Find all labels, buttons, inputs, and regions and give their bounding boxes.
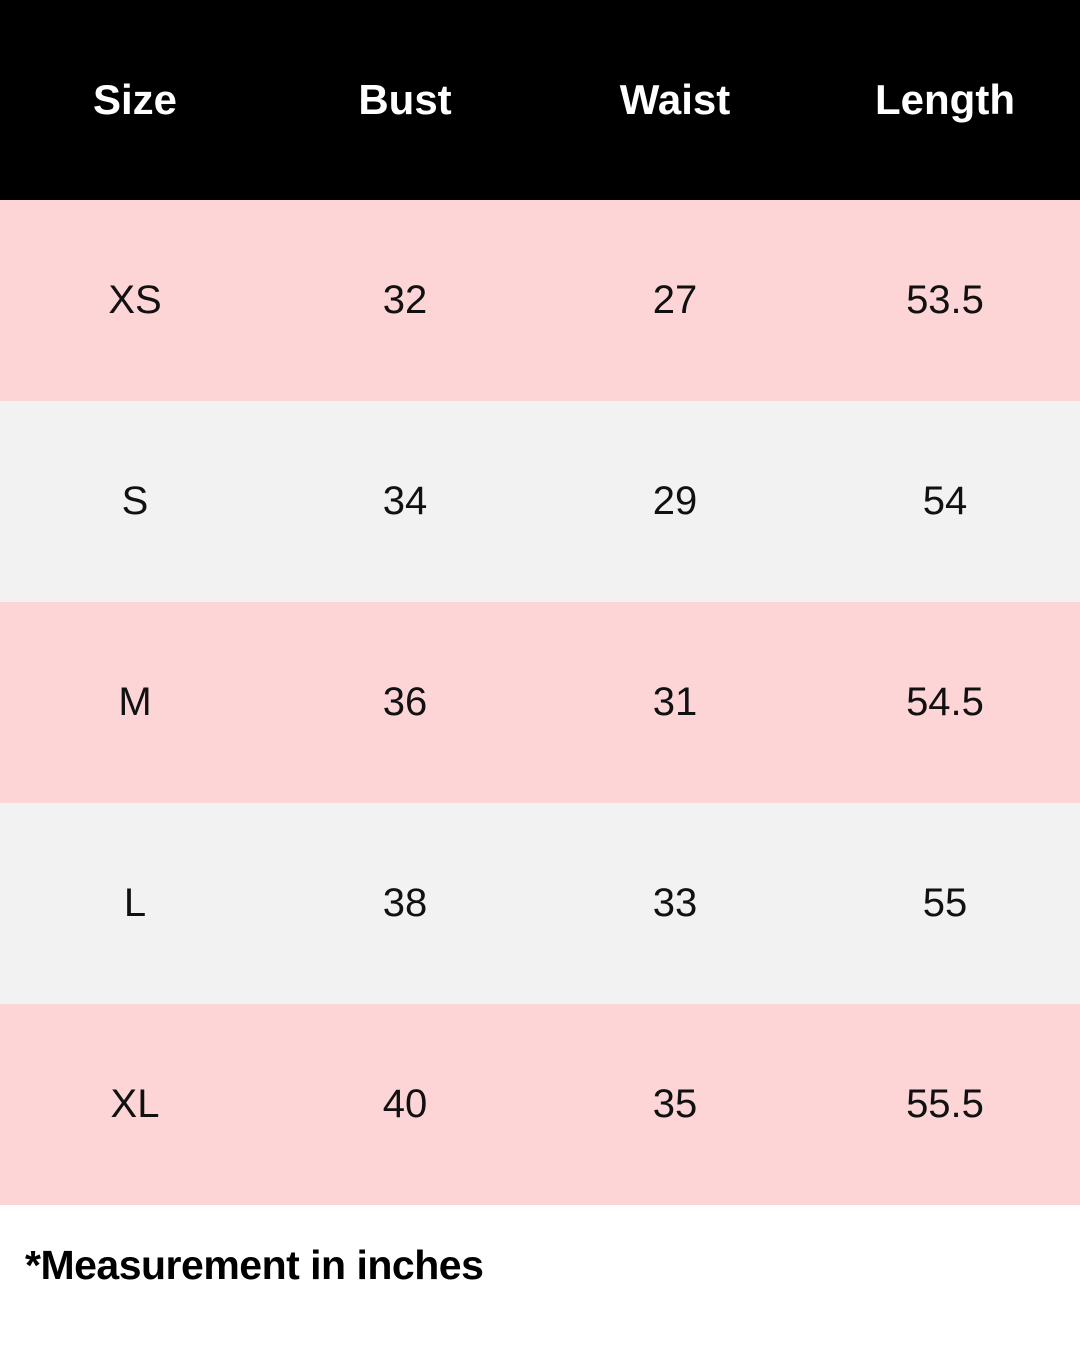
cell-length: 55.5 — [906, 1082, 984, 1126]
table-row: L 38 33 55 — [0, 803, 1080, 1004]
cell-length: 53.5 — [906, 278, 984, 322]
measurement-footnote: *Measurement in inches — [25, 1242, 484, 1288]
cell-bust: 34 — [382, 479, 428, 523]
cell-size: XL — [110, 1082, 160, 1126]
column-header-size: Size — [92, 76, 178, 123]
table-header: Size Bust Waist Length — [0, 0, 1080, 200]
size-chart-table: Size Bust Waist Length XS 32 27 53.5 S 3… — [0, 0, 1080, 1205]
cell-size: XS — [108, 278, 162, 322]
column-header-waist: Waist — [619, 76, 731, 123]
cell-length: 54 — [922, 479, 968, 523]
cell-waist: 35 — [652, 1082, 698, 1126]
cell-size: L — [123, 881, 147, 925]
column-header-bust: Bust — [358, 76, 452, 123]
table-row: S 34 29 54 — [0, 401, 1080, 602]
cell-size: M — [118, 680, 152, 724]
table-row: XS 32 27 53.5 — [0, 200, 1080, 401]
cell-size: S — [121, 479, 149, 523]
table-row: M 36 31 54.5 — [0, 602, 1080, 803]
cell-bust: 40 — [382, 1082, 428, 1126]
cell-waist: 33 — [652, 881, 698, 925]
table-row: XL 40 35 55.5 — [0, 1004, 1080, 1205]
column-header-length: Length — [875, 76, 1015, 123]
cell-length: 55 — [922, 881, 968, 925]
cell-bust: 38 — [382, 881, 428, 925]
cell-bust: 36 — [382, 680, 428, 724]
cell-length: 54.5 — [906, 680, 984, 724]
cell-waist: 31 — [652, 680, 698, 724]
cell-waist: 29 — [652, 479, 698, 523]
cell-bust: 32 — [382, 278, 428, 322]
cell-waist: 27 — [652, 278, 698, 322]
